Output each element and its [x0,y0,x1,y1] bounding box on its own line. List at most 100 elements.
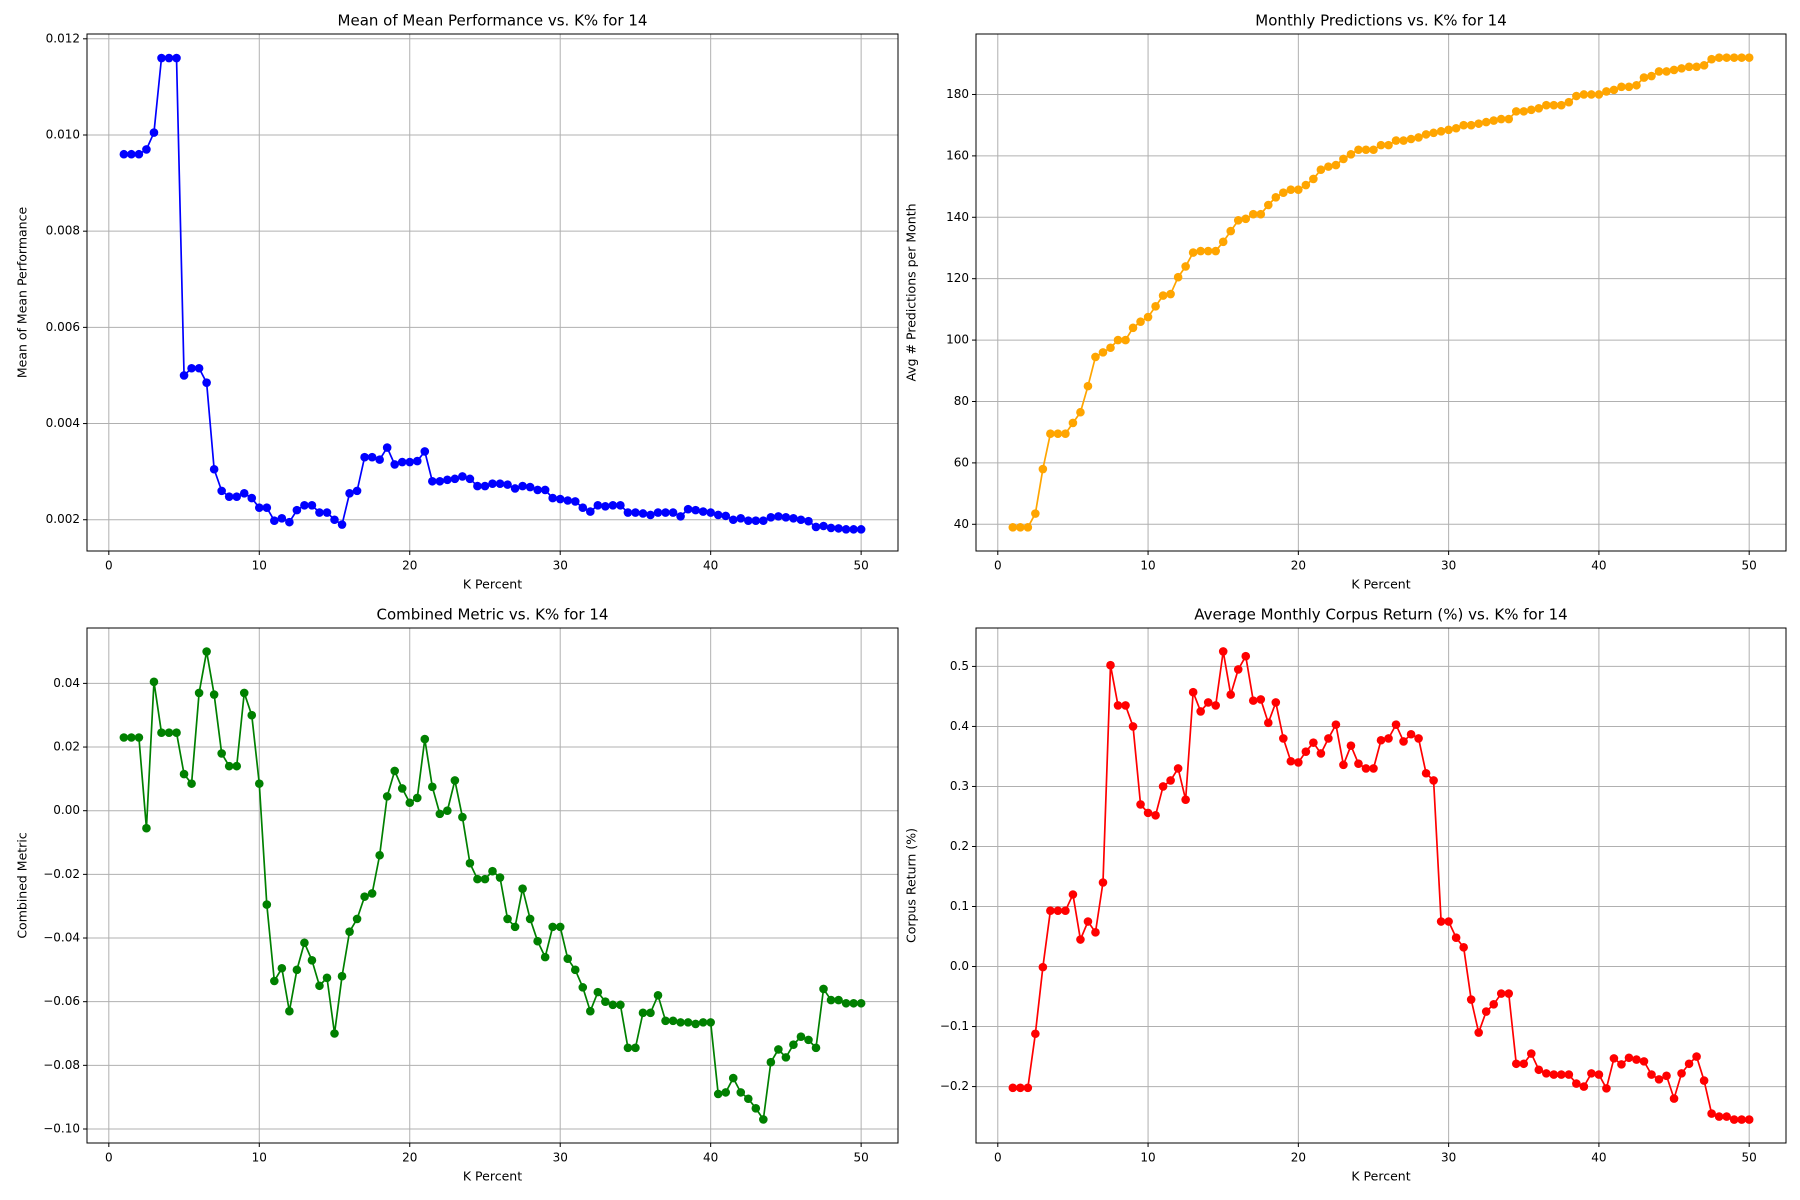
data-point [164,53,174,63]
data-point [239,488,249,498]
data-point [1489,1000,1499,1009]
y-tick-label: 0.002 [46,512,80,526]
data-point [1188,687,1198,697]
data-point [1481,117,1491,127]
data-point [405,798,415,808]
data-point [352,914,362,924]
data-point [638,1008,648,1018]
data-point [1354,145,1363,155]
data-point [593,987,603,997]
data-point [1474,119,1483,128]
data-point [1707,54,1716,64]
data-point [759,516,768,526]
x-tick-label: 40 [1591,1151,1606,1165]
data-point [254,779,264,788]
data-point [217,749,226,758]
data-point [1369,145,1378,155]
y-tick-label: 0.5 [950,659,969,673]
data-point [601,501,610,511]
data-point [1677,1069,1686,1078]
data-point [300,501,309,510]
x-tick-label: 10 [252,559,267,573]
x-tick-label: 0 [994,1151,1002,1165]
data-point [1617,1060,1626,1069]
data-point [330,1029,339,1038]
data-point [743,1094,753,1104]
data-point [563,496,573,505]
data-point [1429,128,1438,138]
data-point [1519,107,1529,116]
data-point [1451,123,1461,133]
data-line [123,57,862,531]
y-tick-label: −0.10 [43,1121,80,1135]
data-point [142,823,151,833]
y-tick-label: 0.00 [53,803,80,817]
chart-title: Mean of Mean Performance vs. K% for 14 [338,12,648,30]
data-point [1632,80,1641,90]
data-point [1346,150,1356,159]
data-point [1233,665,1243,674]
data-point [1729,53,1739,62]
data-point [525,482,535,492]
data-point [1226,690,1236,699]
data-point [1504,989,1514,998]
data-point [247,493,257,503]
data-point [1526,105,1536,115]
data-point [127,733,136,742]
data-point [232,761,242,771]
data-point [315,981,324,991]
data-point [721,1088,731,1097]
x-tick-label: 40 [703,559,718,573]
data-point [781,1053,791,1062]
plot-frame [975,627,1787,1144]
data-point [533,485,542,495]
data-point [1008,1083,1018,1093]
data-point [382,443,392,452]
data-point [1031,509,1040,518]
data-point [1369,764,1378,773]
data-point [1669,65,1679,75]
data-point [1331,720,1341,729]
data-point [1128,323,1138,333]
data-point [1384,140,1393,150]
data-point [1181,795,1190,804]
x-axis-label: K Percent [1351,1169,1410,1184]
data-point [856,525,866,534]
y-tick-label: 0.010 [46,127,80,141]
data-point [1136,317,1145,326]
x-tick-label: 10 [1140,1151,1155,1165]
data-point [412,793,422,803]
data-point [390,460,399,469]
data-point [458,812,467,822]
data-point [375,850,384,860]
data-point [1068,890,1078,899]
y-tick-label: 80 [954,394,969,408]
data-point [164,728,174,738]
data-point [450,776,460,785]
data-point [1594,90,1604,99]
data-point [1602,1084,1611,1093]
y-tick-label: 0.008 [46,224,80,238]
data-point [1158,782,1168,791]
data-point [1511,1059,1521,1069]
y-tick-label: 0.1 [950,899,969,913]
data-point [307,955,317,965]
data-point [1173,272,1183,282]
data-point [1737,1115,1746,1124]
data-point [1218,237,1228,247]
data-point [1053,429,1063,439]
x-tick-label: 30 [1441,559,1456,573]
data-point [277,513,287,523]
data-point [1339,154,1348,164]
data-point [1263,200,1273,210]
data-point [194,688,204,698]
data-point [653,508,663,517]
data-point [254,503,264,513]
chart-title: Combined Metric vs. K% for 14 [377,606,609,624]
data-point [1722,1112,1731,1121]
y-tick-label: 140 [946,210,969,224]
data-point [360,892,369,901]
data-point [149,677,159,687]
data-point [330,515,339,525]
data-point [616,1000,625,1010]
